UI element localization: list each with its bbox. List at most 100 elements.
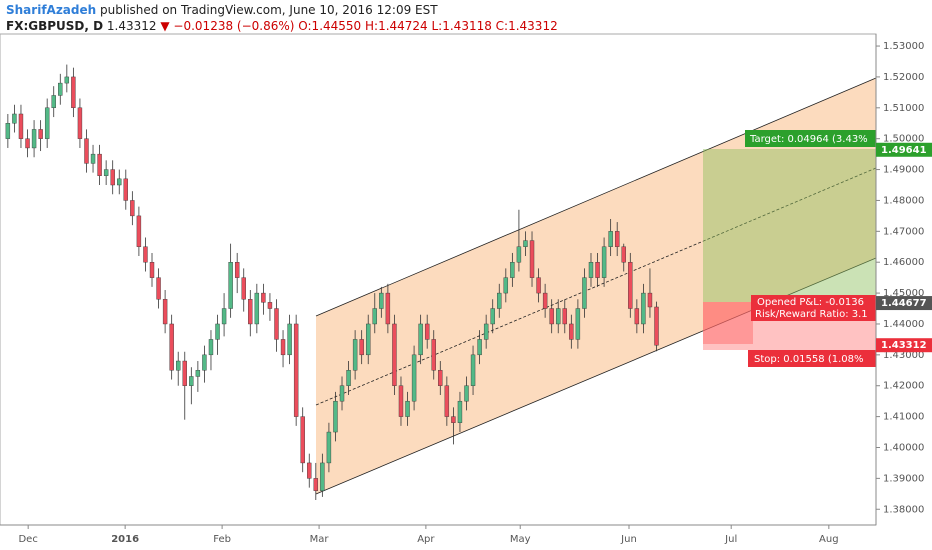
candle-body: [300, 416, 305, 464]
candle-body: [248, 299, 253, 325]
candle-body: [182, 360, 187, 386]
candle-body: [444, 385, 450, 417]
candle-body: [195, 370, 201, 377]
candle-body: [169, 323, 174, 371]
y-tick-label: 1.51000: [883, 103, 924, 114]
candle-body: [647, 292, 653, 308]
candle-body: [51, 95, 56, 109]
candle-body: [608, 231, 613, 247]
candle-body: [274, 308, 279, 340]
last: 1.43312: [106, 19, 157, 33]
candle-body: [18, 113, 24, 139]
published: published on TradingView.com, June 10, 2…: [100, 3, 438, 17]
candle-body: [588, 262, 594, 278]
candle-body: [549, 308, 554, 325]
candle-body: [634, 308, 640, 325]
y-tick-label: 1.45000: [883, 288, 924, 299]
target-zone: [703, 149, 876, 302]
candle-body: [12, 113, 17, 124]
candle-body: [464, 385, 469, 402]
author[interactable]: SharifAzadeh: [6, 3, 97, 17]
candle-body: [431, 339, 436, 371]
candle-body: [189, 376, 194, 386]
candle-body: [31, 129, 37, 149]
candle-body: [149, 262, 155, 278]
candle-body: [483, 323, 489, 340]
x-tick-label: Jul: [724, 534, 737, 545]
candle-body: [562, 308, 567, 325]
candle-body: [77, 107, 83, 139]
candle-body: [470, 354, 476, 386]
candle-body: [293, 323, 299, 417]
y-tick-label: 1.41000: [883, 412, 924, 423]
candle-body: [542, 292, 548, 309]
y-tick-label: 1.44000: [883, 319, 924, 330]
publish-line: SharifAzadeh published on TradingView.co…: [6, 2, 558, 18]
price-tag: [876, 296, 932, 311]
header: SharifAzadeh published on TradingView.co…: [6, 2, 558, 34]
x-tick-label: 2016: [111, 534, 139, 545]
candle-body: [497, 292, 502, 309]
candle-body: [221, 308, 227, 325]
y-tick-label: 1.46000: [883, 257, 924, 268]
candle-body: [110, 169, 115, 186]
candle-body: [117, 178, 122, 186]
y-tick-label: 1.39000: [883, 473, 924, 484]
candle-body: [621, 246, 626, 263]
x-tick-label: Feb: [213, 534, 231, 545]
candle-body: [44, 107, 50, 139]
target-box: [745, 130, 876, 147]
candle-body: [261, 292, 266, 303]
candle-body: [601, 246, 607, 278]
y-tick-label: 1.38000: [883, 504, 924, 515]
candle-body: [582, 277, 587, 309]
candle-body: [267, 302, 273, 309]
candle-body: [84, 138, 89, 164]
candle-body: [228, 262, 233, 309]
candle-body: [156, 277, 161, 300]
change: ▼ −0.01238 (−0.86%): [160, 19, 295, 33]
price-tag-label: 1.43312: [881, 340, 927, 351]
candle-body: [477, 339, 482, 356]
candle-body: [556, 308, 561, 325]
candle-body: [202, 354, 207, 371]
y-tick-label: 1.53000: [883, 41, 924, 52]
candle-body: [379, 292, 384, 309]
candle-body: [614, 231, 620, 247]
x-tick-label: Aug: [819, 534, 839, 545]
candle-body: [5, 123, 11, 139]
candle-body: [234, 262, 240, 278]
candle-body: [123, 178, 128, 201]
price-tag: [876, 142, 932, 157]
candle-body: [280, 339, 286, 356]
candle-body: [64, 76, 70, 84]
stop-label: Stop: 0.01558 (1.08%: [754, 354, 863, 365]
price-tag-label: 1.44677: [881, 298, 927, 309]
price-tag-label: 1.49641: [881, 145, 927, 156]
candle-body: [451, 416, 456, 423]
candle-body: [398, 385, 404, 417]
candle-body: [424, 323, 430, 340]
candle-body: [628, 262, 633, 309]
candle-body: [352, 339, 358, 371]
candle-body: [97, 153, 102, 176]
y-tick-label: 1.43000: [883, 350, 924, 361]
candle-body: [38, 129, 43, 139]
candle-body: [287, 323, 292, 356]
candle-body: [307, 462, 312, 479]
candle-body: [130, 200, 135, 217]
candle-body: [366, 323, 371, 356]
candle-body: [385, 292, 391, 325]
x-tick-label: Jun: [620, 534, 637, 545]
candle-body: [359, 339, 364, 356]
candle-body: [136, 215, 142, 247]
candle-body: [595, 262, 600, 278]
ohlc: O:1.44550 H:1.44724 L:1.43118 C:1.43312: [298, 19, 558, 33]
candle-body: [411, 354, 417, 402]
symbol: FX:GBPUSD, D: [6, 19, 104, 33]
candle-body: [313, 478, 319, 491]
candle-body: [176, 360, 181, 371]
pnl-zone: [703, 302, 753, 344]
candle-body: [143, 246, 148, 263]
